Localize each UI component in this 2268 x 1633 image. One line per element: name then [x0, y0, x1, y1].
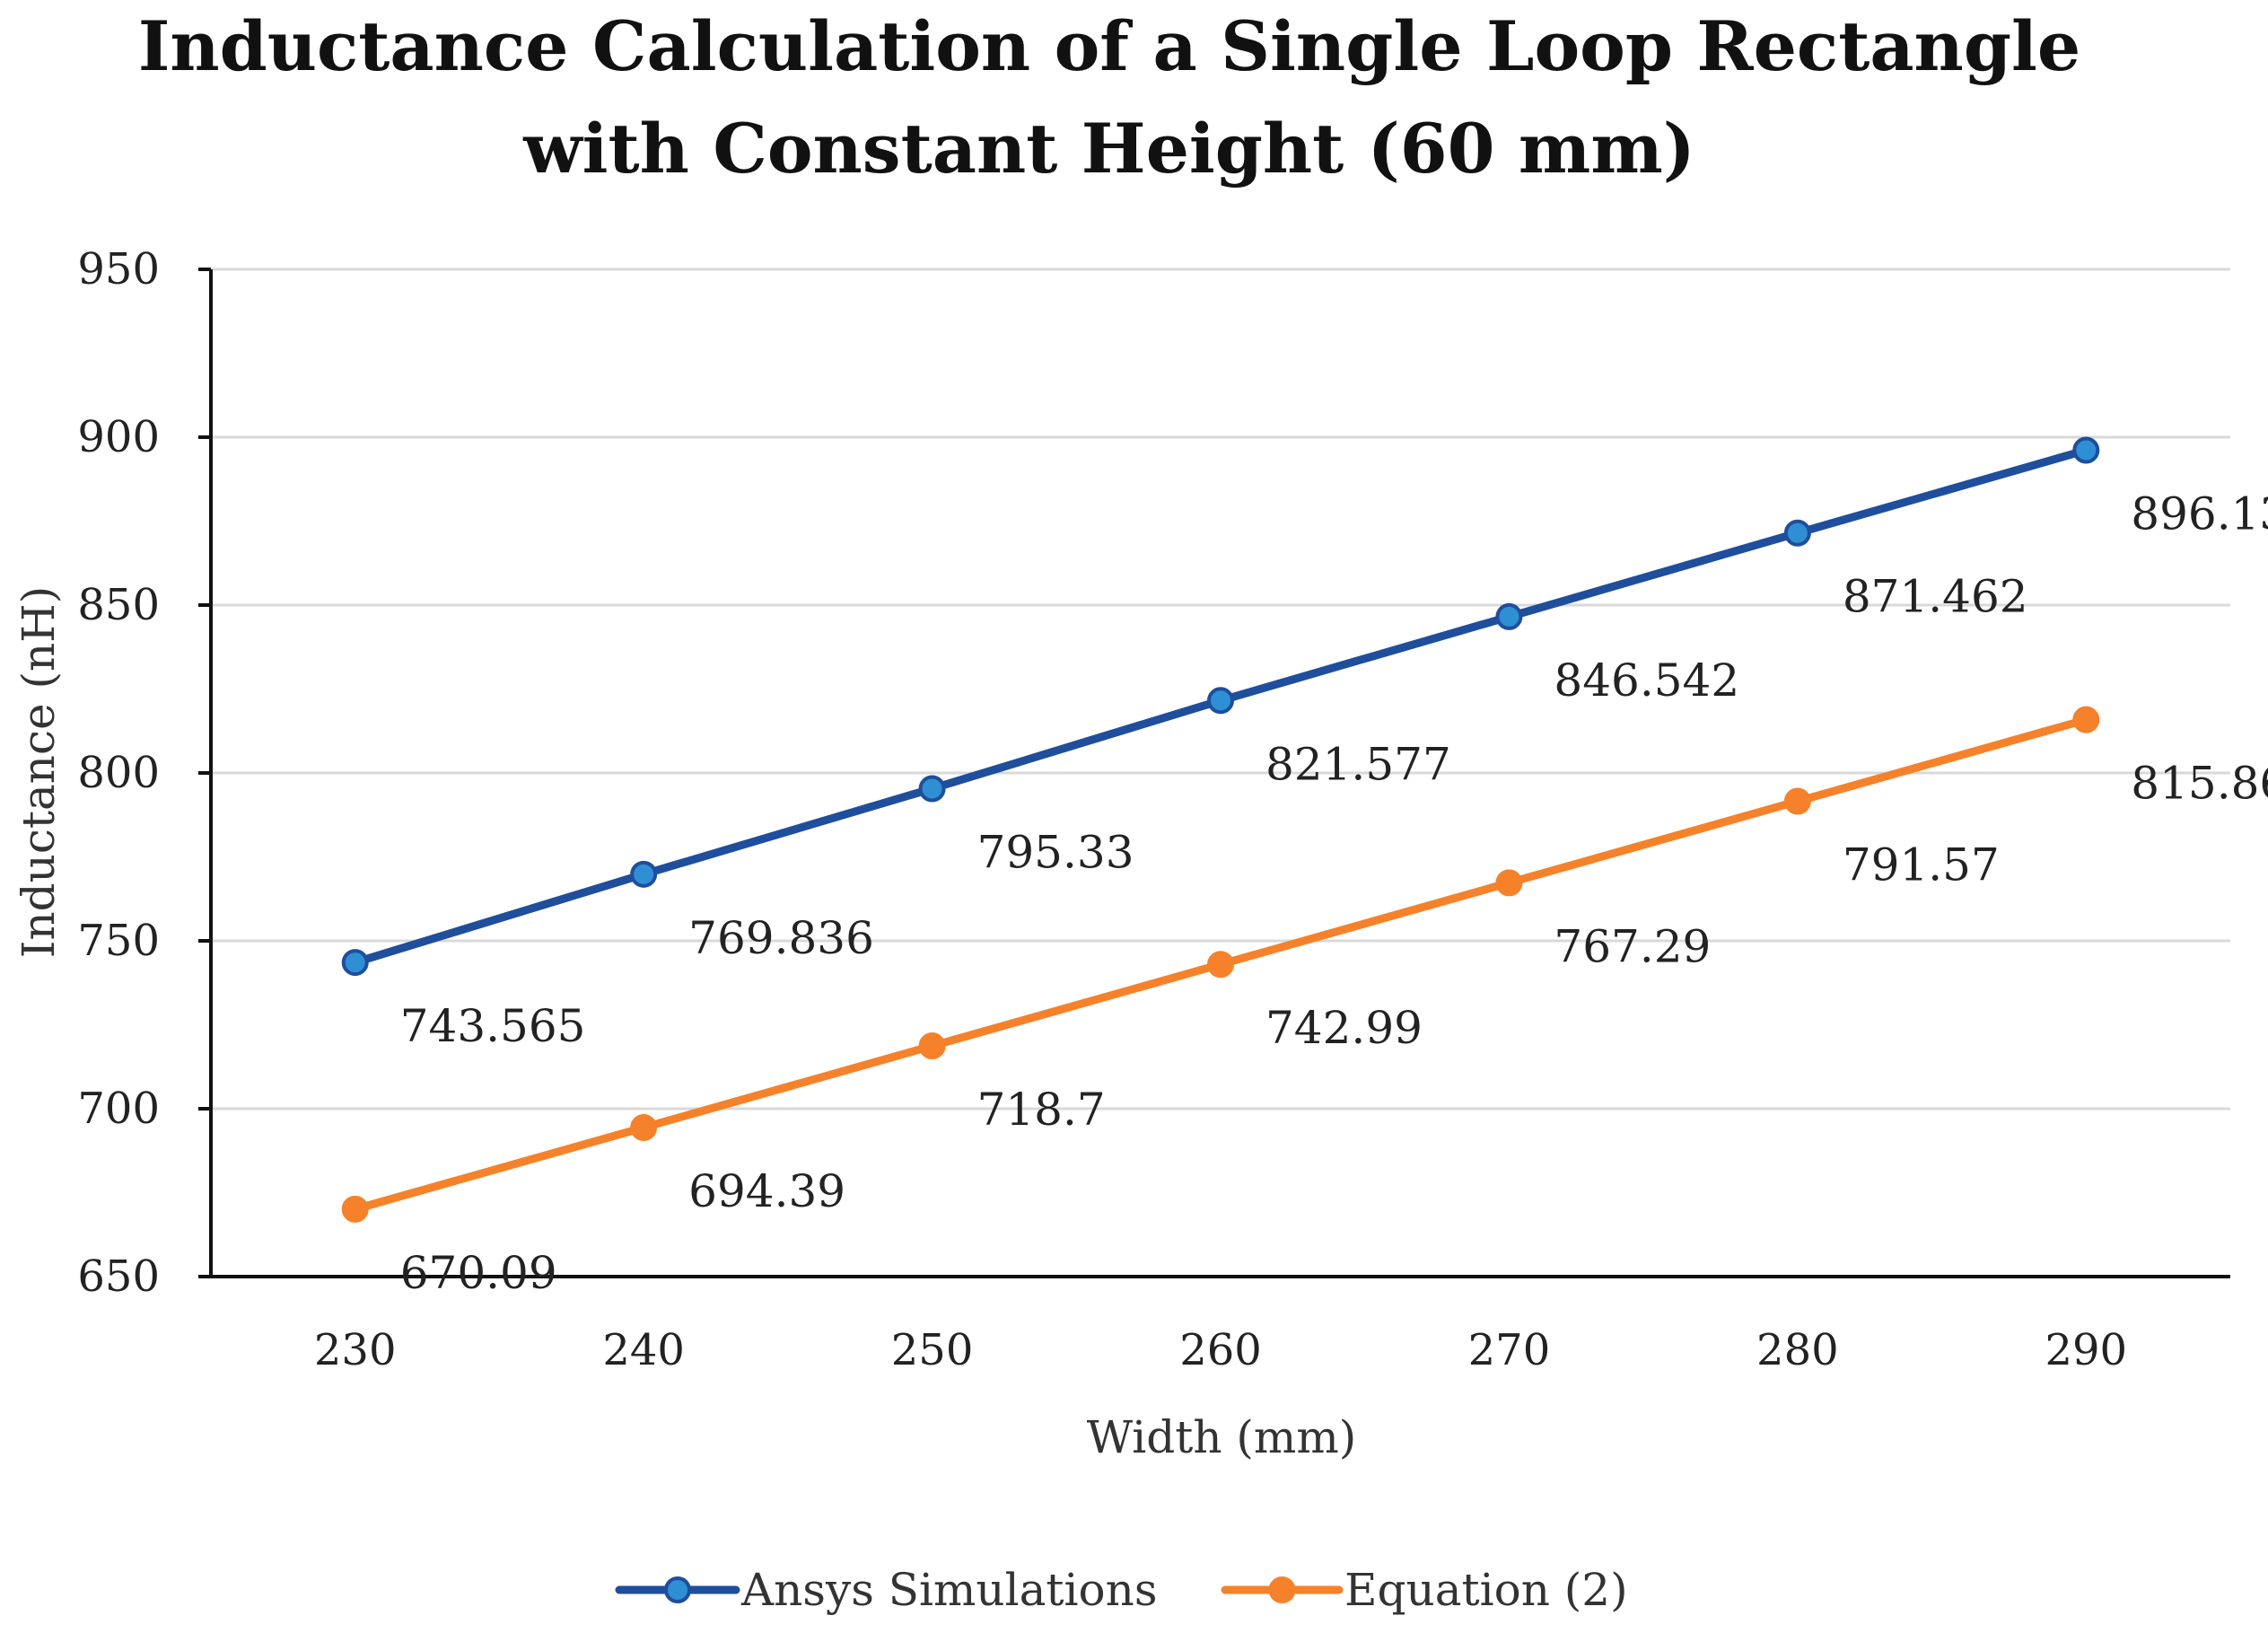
x-tick-label: 280: [1756, 1325, 1839, 1375]
legend-equation-2: Equation (2): [1344, 1564, 1628, 1616]
y-tick-label: 950: [77, 244, 160, 294]
data-point: [1207, 951, 1234, 979]
x-tick-label: 260: [1179, 1325, 1262, 1375]
legend-ansys-simulations: Ansys Simulations: [740, 1564, 1157, 1616]
chart-title-line-1: Inductance Calculation of a Single Loop …: [138, 6, 2080, 86]
y-tick-label: 650: [77, 1251, 160, 1302]
chart-title: Inductance Calculation of a Single Loop …: [138, 6, 2080, 189]
axes: [198, 268, 2230, 1278]
data-point: [1783, 519, 1811, 547]
data-point: [2072, 706, 2100, 733]
x-tick-label: 240: [602, 1325, 685, 1375]
y-axis-ticks: 650 700 750 800 850 900 950: [77, 244, 160, 1302]
y-tick-label: 750: [77, 916, 160, 966]
data-labels: 743.565 769.836 795.33 821.577 846.542 871.46…: [400, 487, 2268, 1298]
x-tick-label: 250: [891, 1325, 974, 1375]
data-point: [341, 949, 369, 977]
data-point: [1495, 602, 1523, 630]
data-label: 791.57: [1843, 839, 2000, 891]
data-label: 670.09: [400, 1247, 557, 1299]
legend-marker: [664, 1576, 691, 1603]
data-point: [918, 775, 946, 803]
data-point: [341, 1195, 369, 1223]
gridlines: [211, 268, 2230, 1111]
legend: Ansys Simulations Equation (2): [615, 1564, 1628, 1616]
data-label: 871.462: [1843, 571, 2028, 623]
data-label: 743.565: [400, 1000, 586, 1052]
x-tick-label: 270: [1468, 1325, 1551, 1375]
chart-title-line-2: with Constant Height (60 mm): [522, 109, 1694, 189]
y-axis-label: Inductance (nH): [13, 586, 65, 959]
data-label: 795.33: [977, 826, 1134, 878]
x-axis-ticks: 230 240 250 260 270 280 290: [314, 1325, 2127, 1375]
x-axis-label: Width (mm): [1087, 1411, 1357, 1463]
x-tick-label: 230: [314, 1325, 397, 1375]
data-label: 896.13: [2131, 487, 2268, 540]
legend-marker: [1268, 1576, 1296, 1603]
y-tick-label: 900: [77, 412, 160, 462]
data-label: 821.577: [1265, 738, 1451, 790]
data-label: 815.86: [2131, 758, 2268, 810]
data-point: [1207, 687, 1234, 715]
data-label: 742.99: [1265, 1002, 1423, 1054]
data-point: [1495, 869, 1523, 897]
data-label: 769.836: [688, 912, 874, 964]
data-series: [341, 436, 2100, 1223]
data-label: 767.29: [1554, 920, 1711, 972]
y-tick-label: 850: [77, 580, 160, 630]
data-label: 846.542: [1554, 654, 1739, 707]
y-tick-label: 800: [77, 748, 160, 798]
data-point: [1783, 787, 1811, 815]
data-label: 694.39: [688, 1165, 845, 1217]
data-point: [918, 1032, 946, 1060]
y-tick-label: 700: [77, 1084, 160, 1134]
data-point: [630, 860, 658, 888]
data-point: [2072, 436, 2100, 464]
data-label: 718.7: [977, 1084, 1106, 1136]
x-tick-label: 290: [2045, 1325, 2127, 1375]
data-point: [630, 1113, 658, 1141]
